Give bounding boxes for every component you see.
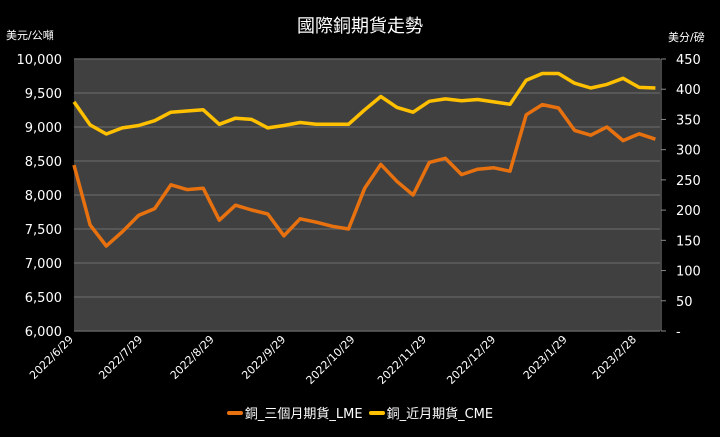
y-right-tick-label: 400 bbox=[676, 83, 701, 98]
y-right-tick-label: 100 bbox=[676, 265, 701, 280]
y-right-tick-label: 150 bbox=[676, 234, 701, 249]
y-right-tick-label: 350 bbox=[676, 113, 701, 128]
y-left-tick-label: 7,000 bbox=[25, 257, 62, 272]
x-tick-label: 2022/10/29 bbox=[304, 333, 358, 387]
y-right-tick-label: 300 bbox=[676, 144, 701, 159]
legend-label: 銅_近月期貨_CME bbox=[386, 407, 494, 422]
legend-swatch bbox=[368, 410, 385, 415]
legend-item-lme: 銅_三個月期貨_LME bbox=[226, 403, 363, 422]
x-tick-label: 2022/6/29 bbox=[27, 333, 76, 382]
x-tick-label: 2023/1/29 bbox=[521, 333, 570, 382]
y-left-tick-label: 10,000 bbox=[17, 53, 63, 68]
y-right-tick-label: 200 bbox=[676, 204, 701, 219]
y-right-tick-label: 250 bbox=[676, 174, 701, 189]
y-right-tick-label: 50 bbox=[676, 295, 693, 310]
y-left-tick-label: 7,500 bbox=[25, 223, 62, 238]
x-tick-label: 2023/2/28 bbox=[590, 333, 639, 382]
legend: 銅_三個月期貨_LME 銅_近月期貨_CME bbox=[0, 403, 720, 422]
y-right-axis-label: 美分/磅 bbox=[668, 31, 705, 44]
y-right-tick-label: 450 bbox=[676, 53, 701, 68]
x-tick-label: 2022/9/29 bbox=[239, 333, 288, 382]
y-left-axis-label: 美元/公噸 bbox=[6, 29, 54, 42]
y-left-tick-label: 8,500 bbox=[25, 155, 62, 170]
legend-label: 銅_三個月期貨_LME bbox=[244, 407, 363, 422]
y-left-tick-label: 6,500 bbox=[25, 291, 62, 306]
x-tick-label: 2022/7/29 bbox=[96, 333, 145, 382]
y-left-tick-label: 8,000 bbox=[25, 189, 62, 204]
series-line-lme bbox=[72, 102, 656, 248]
y-left-tick-label: 6,000 bbox=[25, 325, 62, 340]
legend-item-cme: 銅_近月期貨_CME bbox=[368, 403, 494, 422]
series-line-cme bbox=[72, 71, 656, 136]
legend-swatch bbox=[226, 410, 243, 415]
y-left-tick-label: 9,000 bbox=[25, 121, 62, 136]
x-tick-label: 2022/12/29 bbox=[444, 333, 498, 387]
y-left-tick-label: 9,500 bbox=[25, 87, 62, 102]
x-tick-label: 2022/11/29 bbox=[375, 333, 429, 387]
chart-title: 國際銅期貨走勢 bbox=[297, 16, 423, 37]
y-right-tick-label: - bbox=[676, 325, 681, 340]
x-tick-label: 2022/8/29 bbox=[168, 333, 217, 382]
